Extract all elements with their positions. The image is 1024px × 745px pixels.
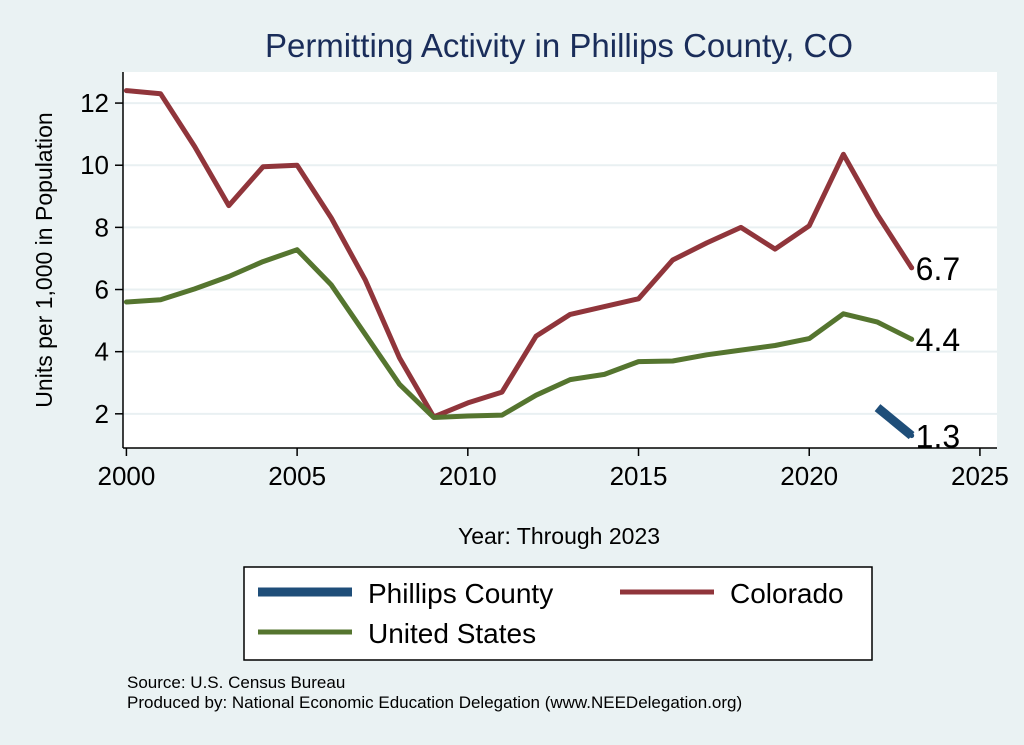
axes: 2 4 6 8 10 12 2000 2005 2010 2015 2020 2025	[80, 72, 1009, 491]
series-line-united-states	[123, 247, 915, 420]
x-tick-label-2025: 2025	[951, 461, 1009, 491]
y-axis-label: Units per 1,000 in Population	[31, 112, 57, 407]
series-line-colorado	[123, 88, 915, 420]
legend: Phillips County Colorado United States	[243, 566, 873, 661]
end-label-united-states: 4.4	[916, 322, 960, 358]
series-line-phillips-county	[874, 404, 915, 440]
y-tick-label-8: 8	[95, 212, 109, 242]
plot-area	[123, 72, 997, 448]
legend-label-united-states: United States	[368, 618, 536, 649]
producer-note: Produced by: National Economic Education…	[127, 693, 743, 712]
chart-title: Permitting Activity in Phillips County, …	[265, 27, 853, 64]
source-note: Source: U.S. Census Bureau	[127, 673, 346, 692]
x-tick-label-2005: 2005	[268, 461, 326, 491]
series-lines	[123, 88, 915, 440]
y-tick-label-6: 6	[95, 275, 109, 305]
y-tick-label-12: 12	[80, 88, 109, 118]
x-axis-label: Year: Through 2023	[458, 523, 660, 549]
y-tick-label-4: 4	[95, 337, 109, 367]
end-point-phillips-county	[909, 433, 915, 439]
x-tick-label-2010: 2010	[439, 461, 497, 491]
end-label-colorado: 6.7	[916, 251, 960, 287]
y-tick-label-10: 10	[80, 150, 109, 180]
legend-label-colorado: Colorado	[730, 578, 844, 609]
x-tick-label-2015: 2015	[610, 461, 668, 491]
end-point-colorado	[909, 265, 915, 271]
end-labels: 6.7 4.4 1.3	[916, 251, 960, 455]
legend-box	[243, 566, 873, 661]
legend-label-phillips-county: Phillips County	[368, 578, 553, 609]
x-tick-label-2000: 2000	[97, 461, 155, 491]
end-point-united-states	[909, 336, 915, 342]
end-label-phillips-county: 1.3	[916, 419, 960, 455]
y-tick-label-2: 2	[95, 399, 109, 429]
x-tick-label-2020: 2020	[780, 461, 838, 491]
